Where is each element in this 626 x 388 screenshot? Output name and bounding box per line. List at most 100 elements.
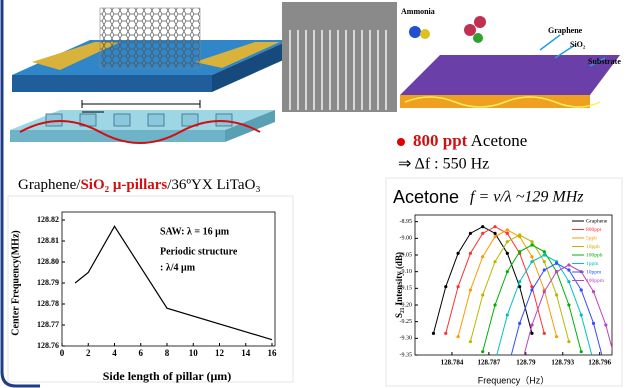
chart-title: Acetone <box>393 187 459 207</box>
y-tick-label: -9.00 <box>400 236 413 242</box>
point <box>493 303 496 306</box>
x-axis-label: Frequency（Hz） <box>478 375 550 385</box>
x-tick-label: 4 <box>112 348 117 358</box>
result-shift: ⇒ Δf : 550 Hz <box>398 156 489 173</box>
point <box>456 335 459 338</box>
x-tick-label: 0 <box>60 348 65 358</box>
point <box>543 253 546 256</box>
x-tick-label: 16 <box>268 348 278 358</box>
point <box>506 232 509 235</box>
point <box>481 293 484 296</box>
x-tick-label: 128.787 <box>478 359 501 367</box>
point <box>555 293 558 296</box>
point <box>518 250 521 253</box>
series-line <box>458 230 557 337</box>
point <box>543 332 546 335</box>
sem-image <box>282 2 397 112</box>
point <box>469 340 472 343</box>
legend-label: 100ppb <box>586 252 603 258</box>
point <box>543 250 546 253</box>
series-line <box>446 227 545 334</box>
point <box>567 303 570 306</box>
caption-part: SiO₂ μ-pillars <box>80 177 167 193</box>
x-axis-label: Side length of pillar (μm) <box>103 369 232 383</box>
point <box>518 370 521 373</box>
chart-subtitle: f = v/λ ~129 MHz <box>470 189 584 206</box>
point <box>530 332 533 335</box>
caption-part: Graphene/ <box>18 177 81 193</box>
point <box>530 260 533 263</box>
point <box>617 370 620 373</box>
point <box>432 332 435 335</box>
point <box>481 225 484 228</box>
point <box>469 232 472 235</box>
x-tick-label: 128.793 <box>551 359 574 367</box>
x-tick-label: 128.796 <box>588 359 611 367</box>
point <box>481 350 484 353</box>
point <box>580 313 583 316</box>
x-tick-label: 12 <box>215 348 225 358</box>
point <box>493 225 496 228</box>
schematic-label: Graphene <box>548 26 583 35</box>
point <box>580 288 583 291</box>
point <box>469 252 472 255</box>
point <box>456 285 459 288</box>
point <box>530 243 533 246</box>
point <box>555 270 558 273</box>
point <box>506 228 509 231</box>
legend-label: 100ppm <box>586 278 605 284</box>
x-tick-label: 10 <box>189 348 199 358</box>
device-illustration <box>12 8 290 92</box>
y-tick-label: 128.79 <box>37 278 59 287</box>
x-tick-label: 8 <box>165 348 170 358</box>
y-tick-label: -8.95 <box>400 219 413 225</box>
sensor-schematic: Ammonia Graphene SiO₂ Substrate Love mod… <box>398 2 621 116</box>
y-axis-label: Center Frequency(MHz) <box>10 230 21 335</box>
x-tick-label: 2 <box>86 348 91 358</box>
caption-part: /36ºYX LiTaO₃ <box>167 177 260 193</box>
y-tick-label: 128.78 <box>37 299 59 308</box>
point <box>530 240 533 243</box>
x-tick-label: 14 <box>241 348 251 358</box>
result-amount: 800 ppt <box>413 131 468 150</box>
pillar-illustration <box>10 100 275 143</box>
legend-label: 1ppm <box>586 261 599 267</box>
x-tick-label: 128.79 <box>516 359 536 367</box>
point <box>518 233 521 236</box>
annotation: : λ/4 μm <box>160 262 196 273</box>
y-axis-label: S₂₁ Intensity (dB) <box>394 252 404 318</box>
legend-label: 5ppb <box>586 235 597 241</box>
y-tick-label: 128.82 <box>37 215 59 224</box>
point <box>592 290 595 293</box>
y-tick-label: 128.81 <box>37 236 59 245</box>
point <box>481 255 484 258</box>
y-tick-label: 128.80 <box>37 257 59 266</box>
chart-frame <box>8 196 293 382</box>
point <box>555 335 558 338</box>
legend-label: 10ppb <box>586 244 600 250</box>
point <box>506 368 509 371</box>
point <box>493 232 496 235</box>
point <box>506 270 509 273</box>
result-line: 800 ppt Acetone <box>413 131 527 150</box>
annotation: Periodic structure <box>160 246 238 257</box>
point <box>518 280 521 283</box>
point <box>543 290 546 293</box>
point <box>604 368 607 371</box>
y-tick-label: 128.77 <box>37 320 59 329</box>
point <box>555 262 558 265</box>
y-tick-label: 128.76 <box>37 341 59 350</box>
x-tick-label: 128.784 <box>441 359 464 367</box>
point <box>493 235 496 238</box>
point <box>580 350 583 353</box>
point <box>530 323 533 326</box>
legend-label: Graphene <box>586 218 608 224</box>
annotation: SAW: λ = 16 μm <box>160 226 230 237</box>
point <box>506 252 509 255</box>
x-tick-label: 6 <box>139 348 144 358</box>
result-analyte: Acetone <box>467 131 527 150</box>
point <box>506 240 509 243</box>
point <box>493 260 496 263</box>
point <box>567 340 570 343</box>
point <box>604 323 607 326</box>
